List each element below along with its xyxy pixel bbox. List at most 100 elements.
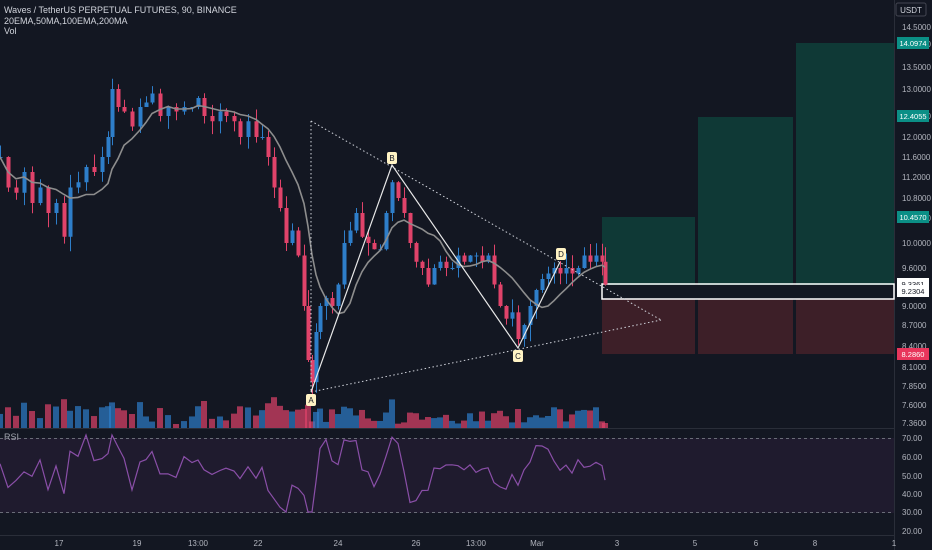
rsi-tick: 30.00 [902, 508, 923, 517]
time-tick: 13:00 [188, 539, 209, 548]
candle-body [92, 167, 97, 172]
volume-bar [283, 410, 289, 428]
entry-box[interactable] [601, 283, 895, 300]
profit-zone-2[interactable] [698, 117, 793, 285]
candle-body [504, 306, 509, 319]
candle-body [420, 261, 425, 268]
candle-body [342, 243, 347, 285]
volume-bar [313, 411, 319, 428]
abcd-point-labels: A B C D [306, 152, 566, 406]
volume-bar [189, 416, 195, 428]
pattern-point-bg [306, 394, 316, 406]
rsi-tick: 60.00 [902, 453, 923, 462]
volume-bar [539, 417, 545, 428]
candle-body [426, 268, 431, 285]
volume-bar [105, 406, 111, 428]
volume-bar [575, 410, 581, 428]
volume-bar [449, 420, 455, 428]
candle-body [444, 261, 449, 268]
volume-bar [365, 418, 371, 428]
candle-body [166, 107, 171, 116]
price-tag-bg [897, 348, 929, 360]
time-axis[interactable]: 17 19 13:00 22 24 26 13:00 Mar 3 5 6 8 1 [55, 539, 897, 548]
volume-bar [407, 412, 413, 428]
loss-zone-3[interactable] [796, 299, 894, 354]
volume-bar [521, 422, 527, 428]
candle-body [266, 137, 271, 157]
volume-bar [305, 404, 311, 428]
volume-bar [323, 421, 329, 428]
volume-bar [353, 415, 359, 428]
volume-bar [581, 409, 587, 428]
candle-body [254, 121, 259, 137]
candle-body [564, 268, 569, 274]
volume-bar [75, 406, 81, 428]
volume-bar [371, 420, 377, 428]
price-tick: 7.3600 [902, 419, 927, 428]
candle-body [366, 236, 371, 243]
price-tick: 9.0000 [902, 302, 927, 311]
candle-body [522, 325, 527, 339]
candle-body [62, 203, 67, 237]
rsi-tick: 40.00 [902, 490, 923, 499]
volume-bar [245, 407, 251, 428]
candle-body [46, 187, 51, 213]
price-tag-label: 8.2860 [902, 350, 925, 359]
candle-body [588, 255, 593, 262]
price-tick: 7.6000 [902, 401, 927, 410]
loss-zone-2[interactable] [698, 299, 793, 354]
candle-body [498, 284, 503, 306]
candle-body [468, 255, 473, 262]
rsi-band [0, 438, 894, 513]
volume-bar [271, 397, 277, 428]
rsi-axis[interactable]: 70.00 60.00 50.00 40.00 30.00 20.00 [902, 434, 923, 536]
price-tick: 10.8000 [902, 194, 931, 203]
candle-series [0, 78, 608, 398]
candle-body [450, 268, 455, 269]
rsi-label: RSI [4, 432, 20, 442]
price-tag-label: 12.4055 [899, 112, 926, 121]
position-zones[interactable] [601, 43, 895, 354]
volume-bar [413, 413, 419, 428]
profit-zone-1[interactable] [602, 217, 695, 285]
candle-body [540, 279, 545, 290]
price-tick: 8.1000 [902, 363, 927, 372]
candle-body [306, 306, 311, 360]
volume-bar [455, 423, 461, 428]
triangle-upper-line[interactable] [310, 120, 662, 321]
abcd-pattern-line[interactable] [310, 163, 561, 393]
volume-bar [109, 402, 115, 428]
candle-body [30, 172, 35, 203]
price-tag-bg [897, 285, 929, 297]
candle-body [576, 268, 581, 274]
rsi-tick: 50.00 [902, 472, 923, 481]
candle-body [480, 255, 485, 262]
volume-bar [67, 410, 73, 428]
candle-body [110, 89, 115, 137]
candle-body [218, 111, 223, 122]
candle-body [54, 203, 59, 213]
volume-bar [443, 414, 449, 428]
volume-bar [437, 417, 443, 428]
profit-zone-3[interactable] [796, 43, 894, 285]
candle-body [158, 93, 163, 116]
volume-bar [359, 409, 365, 428]
volume-bar [253, 415, 259, 428]
candle-body [296, 230, 301, 256]
candle-body [138, 107, 143, 127]
candle-body [486, 255, 491, 262]
time-tick: Mar [530, 539, 544, 548]
time-tick: 8 [813, 539, 818, 548]
volume-bar [527, 417, 533, 428]
loss-zone-1[interactable] [602, 299, 695, 354]
candle-body [390, 182, 395, 213]
triangle-pattern[interactable] [310, 120, 662, 393]
currency-tag: USDT [895, 2, 927, 17]
price-tag-label: 9.3361 [902, 280, 925, 289]
candle-body [122, 107, 127, 112]
rsi-line [0, 433, 606, 514]
volume-bar [602, 422, 608, 428]
volume-bar [201, 400, 207, 428]
volume-bar [329, 409, 335, 428]
